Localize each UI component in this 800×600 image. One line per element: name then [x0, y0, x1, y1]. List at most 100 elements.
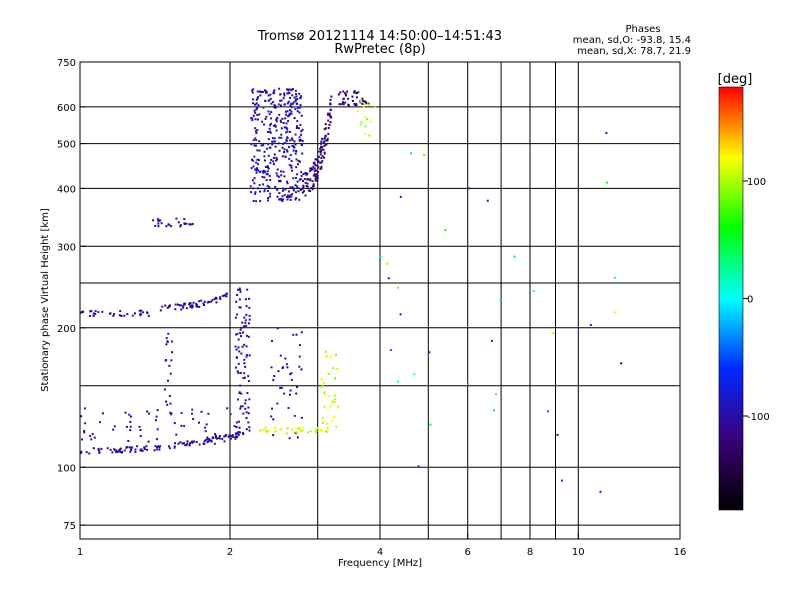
- data-point: [315, 428, 318, 431]
- data-point: [265, 115, 268, 118]
- data-point: [120, 315, 123, 317]
- data-point: [255, 108, 258, 111]
- data-point: [263, 155, 266, 158]
- y-tick-label: 500: [57, 140, 76, 151]
- data-point: [292, 145, 294, 148]
- data-point: [168, 305, 171, 308]
- data-point: [285, 138, 288, 141]
- data-point: [273, 89, 276, 92]
- data-point: [277, 142, 280, 145]
- data-point: [353, 102, 356, 105]
- data-point: [141, 449, 144, 452]
- data-point: [312, 183, 315, 186]
- data-point: [290, 89, 293, 92]
- data-point: [273, 430, 276, 433]
- data-point: [285, 113, 287, 116]
- data-point: [294, 100, 297, 103]
- data-point: [244, 399, 247, 402]
- data-point: [254, 191, 257, 194]
- data-point: [302, 186, 305, 189]
- data-point: [203, 440, 206, 443]
- data-point: [364, 115, 367, 118]
- data-point: [323, 152, 326, 155]
- data-point: [338, 103, 341, 106]
- data-point: [223, 440, 226, 443]
- data-point: [214, 434, 217, 437]
- data-point: [147, 314, 150, 317]
- data-point: [264, 90, 267, 92]
- data-point: [291, 186, 294, 189]
- data-point: [342, 98, 345, 101]
- phase-stats-x: mean, sd,X: 78.7, 21.9: [577, 46, 691, 57]
- data-point: [301, 429, 304, 432]
- data-point: [323, 144, 326, 147]
- data-point: [191, 223, 194, 225]
- data-point: [167, 379, 169, 382]
- data-point: [296, 180, 299, 183]
- data-point: [286, 137, 289, 140]
- data-point: [252, 102, 254, 105]
- data-point: [166, 403, 169, 406]
- data-point: [97, 449, 100, 452]
- data-point: [255, 171, 258, 174]
- data-point: [287, 194, 289, 197]
- data-point: [154, 224, 157, 227]
- data-point: [318, 161, 321, 164]
- data-point: [359, 123, 362, 126]
- data-point: [156, 428, 159, 431]
- data-point: [286, 150, 289, 153]
- data-point: [251, 89, 253, 92]
- data-point: [278, 113, 281, 116]
- data-point: [165, 225, 168, 228]
- data-point: [279, 99, 282, 102]
- data-point: [311, 185, 314, 188]
- data-point: [294, 133, 297, 136]
- chart-title: Tromsø 20121114 14:50:00–14:51:43: [257, 29, 502, 44]
- data-point: [168, 445, 170, 448]
- data-point: [305, 185, 308, 188]
- y-tick-label: 75: [63, 521, 76, 532]
- data-point: [139, 429, 142, 431]
- data-point: [260, 144, 263, 147]
- data-point: [294, 184, 297, 187]
- data-point: [293, 146, 296, 149]
- data-point: [184, 444, 187, 447]
- data-point: [259, 200, 262, 203]
- data-point: [101, 412, 104, 415]
- data-point: [397, 286, 399, 289]
- data-point: [329, 98, 332, 101]
- data-point: [320, 142, 322, 145]
- data-point: [283, 141, 286, 144]
- data-point: [304, 181, 307, 184]
- data-point: [296, 125, 298, 128]
- data-point: [467, 383, 470, 386]
- y-tick-label: 200: [57, 324, 76, 335]
- data-point: [290, 110, 293, 113]
- data-point: [203, 442, 206, 445]
- data-point: [267, 94, 270, 97]
- data-point: [89, 315, 91, 317]
- data-point: [300, 171, 303, 174]
- data-point: [293, 414, 296, 417]
- data-point: [259, 429, 262, 432]
- data-point: [278, 136, 281, 139]
- data-point: [620, 362, 623, 365]
- data-point: [136, 445, 139, 448]
- data-point: [290, 372, 293, 375]
- data-point: [296, 98, 299, 101]
- data-point: [92, 314, 95, 317]
- data-point: [267, 143, 270, 146]
- data-point: [361, 99, 364, 102]
- data-point: [263, 190, 266, 193]
- data-point: [256, 90, 259, 93]
- data-point: [84, 422, 87, 425]
- data-point: [207, 440, 210, 443]
- data-point: [244, 298, 247, 301]
- x-ticks: 1 2 4 6 8 10 16: [77, 533, 686, 558]
- data-point: [288, 437, 291, 440]
- data-point: [242, 433, 245, 436]
- colorbar-ticks: -100 0 100: [743, 177, 770, 423]
- data-point: [309, 170, 312, 173]
- data-point: [235, 366, 237, 369]
- data-point: [356, 110, 359, 113]
